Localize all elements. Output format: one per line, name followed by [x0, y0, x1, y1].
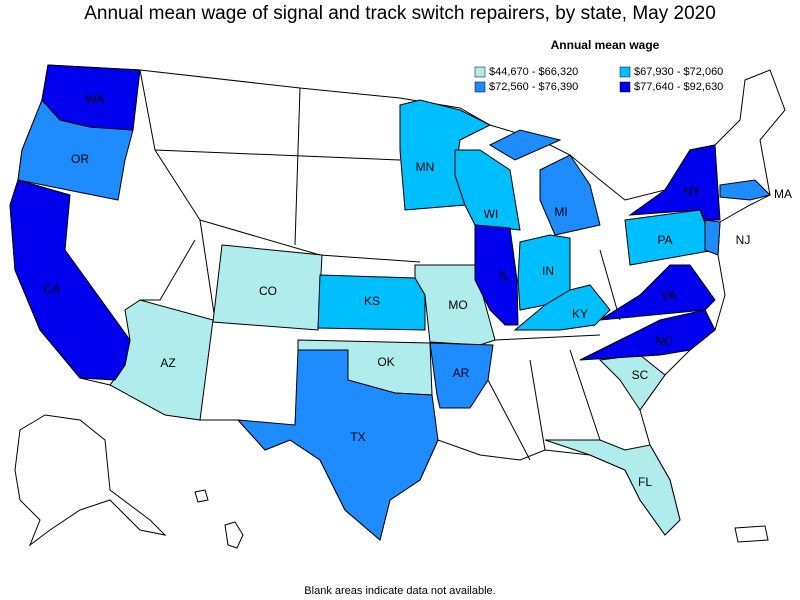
state-label: AZ — [160, 356, 175, 370]
state-label: MN — [416, 160, 435, 174]
state-label: VA — [661, 289, 676, 303]
state-label: FL — [638, 475, 652, 489]
state — [513, 284, 611, 331]
state — [628, 144, 721, 221]
legend-swatch — [619, 66, 631, 78]
state-label: WA — [86, 92, 105, 106]
state — [579, 309, 716, 361]
legend-label: $44,670 - $66,320 — [489, 66, 578, 78]
legend-swatch — [474, 81, 486, 93]
state-label: MI — [554, 205, 567, 219]
state-label: OR — [71, 152, 89, 166]
state-label: KY — [572, 307, 588, 321]
puerto-rico — [734, 525, 769, 543]
legend-swatch — [619, 81, 631, 93]
state — [41, 64, 141, 131]
state-label: PA — [657, 233, 672, 247]
state-label: NY — [684, 184, 701, 198]
state — [488, 129, 562, 161]
state-label: CA — [44, 282, 61, 296]
hawaii — [224, 521, 244, 549]
map-title: Annual mean wage of signal and track swi… — [84, 3, 716, 24]
hawaii-small — [194, 489, 209, 503]
state-label: AR — [453, 366, 470, 380]
state-label: NJ — [736, 233, 751, 247]
legend-label: $67,930 - $72,060 — [634, 66, 723, 78]
state — [317, 274, 426, 331]
state — [9, 179, 131, 381]
state-label: NC — [655, 334, 673, 348]
state — [429, 342, 494, 409]
state-label: MO — [448, 298, 467, 312]
state-label: MA — [774, 187, 792, 201]
state-label: KS — [364, 294, 380, 308]
state-label: WI — [484, 207, 499, 221]
state-label: TX — [350, 430, 365, 444]
state — [212, 244, 323, 331]
alaska — [14, 414, 167, 547]
legend-title: Annual mean wage — [551, 38, 660, 52]
footnote: Blank areas indicate data not available. — [304, 585, 495, 597]
state-borders — [139, 69, 621, 461]
state-label: IN — [542, 264, 554, 278]
state — [539, 154, 601, 236]
state — [474, 224, 519, 326]
state — [719, 179, 771, 201]
state — [544, 439, 681, 536]
state-label: SC — [632, 368, 649, 382]
state — [704, 219, 721, 256]
state-label: CO — [259, 284, 277, 298]
legend-label: $77,640 - $92,630 — [634, 81, 723, 93]
legend-swatch — [474, 66, 486, 78]
state — [236, 349, 439, 541]
legend-label: $72,560 - $76,390 — [489, 81, 578, 93]
state-label: IL — [499, 268, 509, 282]
state-label: OK — [377, 355, 394, 369]
